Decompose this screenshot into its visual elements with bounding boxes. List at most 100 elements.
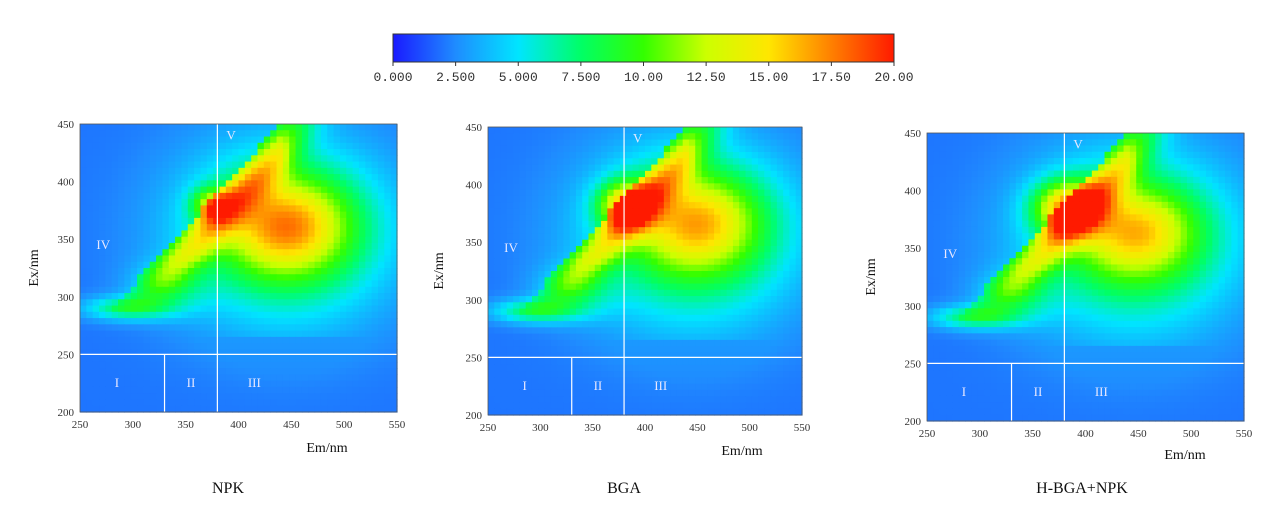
heatmap-cell <box>770 177 778 184</box>
heatmap-cell <box>726 245 734 253</box>
heatmap-cell <box>645 245 652 253</box>
heatmap-cell <box>688 277 696 285</box>
heatmap-cell <box>92 299 100 307</box>
heatmap-cell <box>732 164 740 172</box>
heatmap-cell <box>1155 145 1163 153</box>
heatmap-cell <box>588 245 596 253</box>
heatmap-cell <box>346 149 354 156</box>
heatmap-cell <box>251 136 259 144</box>
heatmap-cell <box>289 167 297 175</box>
heatmap-cell <box>601 189 608 197</box>
heatmap-cell <box>162 161 170 169</box>
heatmap-cell <box>607 239 615 247</box>
heatmap-cell <box>726 258 734 266</box>
heatmap-cell <box>594 277 602 285</box>
heatmap-cell <box>276 368 284 376</box>
heatmap-cell <box>544 314 552 322</box>
heatmap-cell <box>632 364 640 372</box>
heatmap-cell <box>149 255 157 263</box>
heatmap-cell <box>739 352 747 360</box>
heatmap-cell <box>168 336 176 344</box>
heatmap-cell <box>670 371 677 379</box>
heatmap-cell <box>550 158 558 166</box>
heatmap-cell <box>550 239 558 247</box>
heatmap-cell <box>225 405 233 413</box>
heatmap-cell <box>758 296 765 303</box>
heatmap-cell <box>601 346 608 353</box>
heatmap-cell <box>194 224 202 232</box>
heatmap-cell <box>657 133 665 141</box>
heatmap-cell <box>320 380 328 388</box>
heatmap-cell <box>714 158 721 166</box>
heatmap-cell <box>86 349 94 357</box>
heatmap-cell <box>513 408 520 416</box>
heatmap-cell <box>795 252 803 260</box>
heatmap-cell <box>732 189 740 197</box>
heatmap-cell <box>181 280 189 288</box>
heatmap-cell <box>92 349 100 357</box>
heatmap-cell <box>550 314 558 322</box>
heatmap-cell <box>92 130 100 138</box>
heatmap-cell <box>156 405 164 413</box>
heatmap-cell <box>996 151 1004 159</box>
heatmap-cell <box>168 192 176 200</box>
heatmap-cell <box>544 195 552 203</box>
heatmap-cell <box>377 174 385 181</box>
heatmap-cell <box>663 183 671 191</box>
heatmap-cell <box>1193 145 1201 153</box>
heatmap-cell <box>175 149 183 156</box>
heatmap-cell <box>494 189 502 197</box>
heatmap-cell <box>783 183 791 191</box>
heatmap-cell <box>1085 151 1093 159</box>
heatmap-cell <box>86 386 94 394</box>
heatmap-cell <box>384 336 392 344</box>
heatmap-cell <box>651 377 659 385</box>
heatmap-cell <box>588 208 596 216</box>
heatmap-cell <box>175 293 183 300</box>
heatmap-cell <box>1015 158 1023 165</box>
heatmap-cell <box>676 314 684 322</box>
heatmap-cell <box>314 299 322 307</box>
heatmap-cell <box>513 127 520 134</box>
heatmap-cell <box>194 149 202 156</box>
heatmap-cell <box>645 164 652 172</box>
heatmap-cell <box>557 339 564 347</box>
heatmap-cell <box>984 164 991 172</box>
heatmap-cell <box>282 255 290 263</box>
heatmap-cell <box>111 199 119 206</box>
heatmap-cell <box>569 195 577 203</box>
heatmap-cell <box>130 324 138 332</box>
heatmap-cell <box>86 224 94 232</box>
heatmap-cell <box>1180 151 1188 159</box>
heatmap-cell <box>377 311 385 319</box>
heatmap-cell <box>720 145 728 153</box>
heatmap-cell <box>1072 164 1080 172</box>
heatmap-cell <box>544 133 552 141</box>
heatmap-cell <box>506 139 514 147</box>
heatmap-cell <box>301 361 309 369</box>
heatmap-cell <box>118 368 125 376</box>
heatmap-cell <box>764 346 772 353</box>
heatmap-cell <box>695 189 703 197</box>
heatmap-cell <box>582 333 590 341</box>
heatmap-cell <box>563 245 571 253</box>
heatmap-cell <box>320 355 328 363</box>
heatmap-cell <box>544 245 552 253</box>
heatmap-cell <box>295 393 303 401</box>
heatmap-cell <box>732 352 740 360</box>
heatmap-cell <box>613 264 621 272</box>
heatmap-cell <box>682 239 690 247</box>
heatmap-cell <box>563 183 571 191</box>
heatmap-cell <box>352 136 360 144</box>
heatmap-cell <box>582 339 590 347</box>
heatmap-cell <box>390 199 398 206</box>
heatmap-cell <box>200 305 208 313</box>
heatmap-cell <box>143 261 151 269</box>
heatmap-cell <box>795 389 803 397</box>
heatmap-cell <box>99 224 106 232</box>
heatmap-cell <box>795 220 803 228</box>
heatmap-cell <box>238 374 246 382</box>
heatmap-cell <box>651 164 659 172</box>
heatmap-cell <box>270 192 278 200</box>
heatmap-cell <box>124 343 132 350</box>
